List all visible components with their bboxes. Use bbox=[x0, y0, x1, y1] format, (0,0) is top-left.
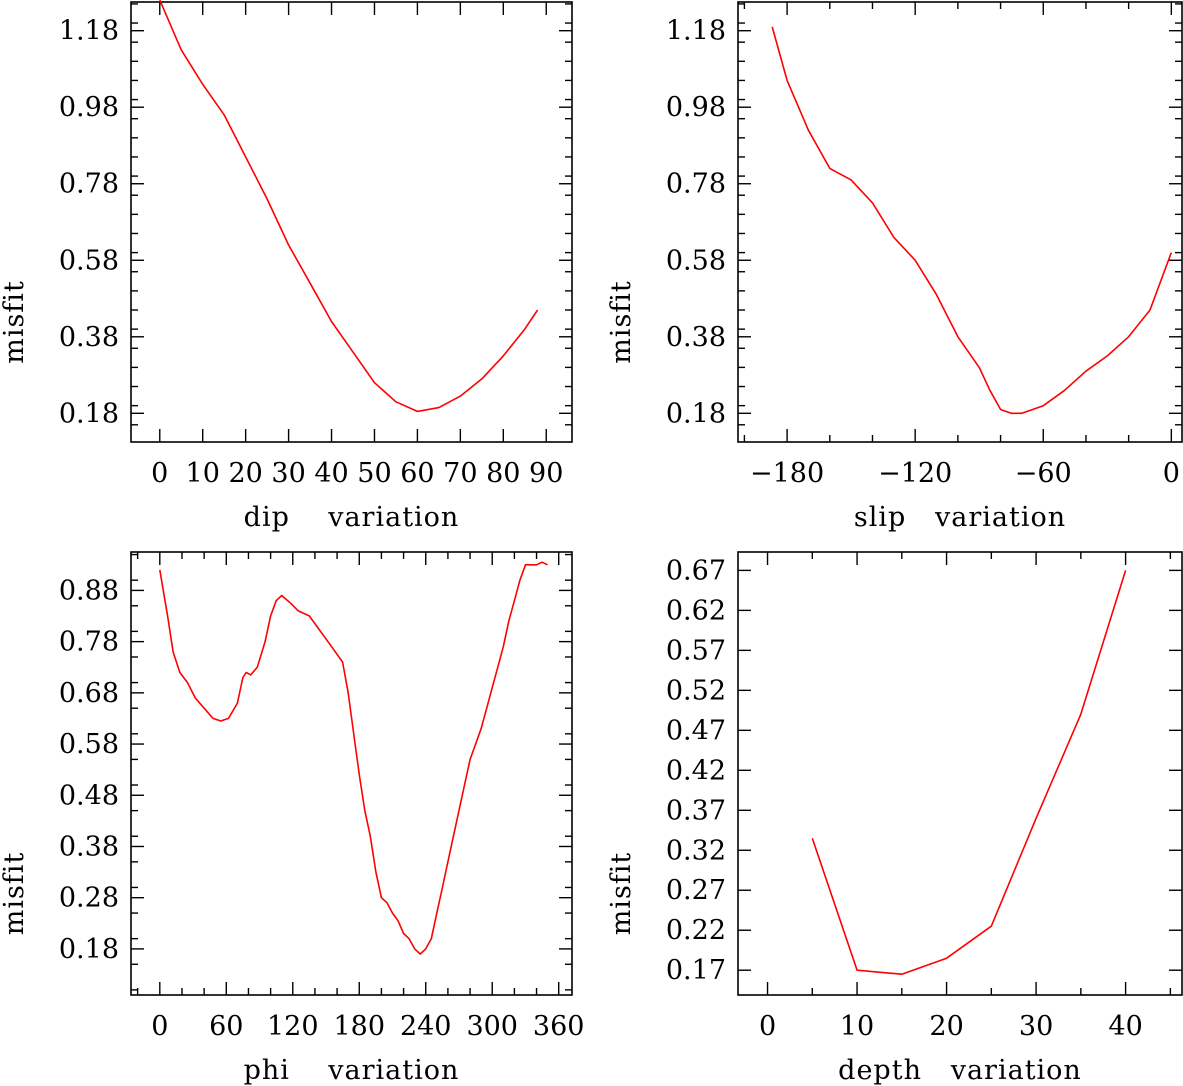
x-axis-label: depth variation bbox=[838, 1055, 1082, 1086]
y-tick-label: 0.17 bbox=[666, 955, 726, 986]
x-axis-label: dip variation bbox=[244, 502, 460, 533]
y-tick-label: 0.48 bbox=[59, 780, 119, 811]
y-tick-label: 0.38 bbox=[59, 831, 119, 862]
panel-phi-variation: 0.18 0.28 0.38 0.48 0.58 0.68 0.78 0.88 0 60 120 18… bbox=[0, 551, 585, 1086]
y-tick-label: 0.58 bbox=[666, 245, 726, 276]
y-axis-label: misfit bbox=[0, 280, 30, 364]
panel-depth-variation: 0.17 0.22 0.27 0.32 0.37 0.42 0.47 0.52 0.57 0.62… bbox=[606, 551, 1183, 1086]
x-tick-label: 300 bbox=[466, 1011, 518, 1042]
plot-frame bbox=[737, 551, 1183, 996]
y-tick-label: 0.57 bbox=[666, 635, 726, 666]
y-tick-label: 0.78 bbox=[59, 169, 119, 200]
x-tick-label: 120 bbox=[267, 1011, 319, 1042]
x-tick-label: 10 bbox=[840, 1011, 874, 1042]
y-tick-label: 0.28 bbox=[59, 883, 119, 914]
x-tick-label: 60 bbox=[209, 1011, 243, 1042]
y-tick-label: 0.38 bbox=[59, 322, 119, 353]
x-tick-label: −60 bbox=[1015, 458, 1072, 489]
y-tick-label: 0.47 bbox=[666, 715, 726, 746]
x-tick-label: 0 bbox=[759, 1011, 776, 1042]
panel-slip-variation: 0.18 0.38 0.58 0.78 0.98 1.18 −180 −120 −60 0 slip… bbox=[606, 1, 1183, 533]
x-tick-label: 0 bbox=[151, 1011, 168, 1042]
y-tick-label: 0.98 bbox=[59, 92, 119, 123]
x-tick-label: 0 bbox=[1163, 458, 1180, 489]
plot-frame bbox=[130, 1, 573, 443]
misfit-curve bbox=[771, 26, 1173, 415]
x-tick-label: 10 bbox=[186, 458, 220, 489]
x-tick-label: 40 bbox=[314, 458, 348, 489]
plot-frame bbox=[737, 1, 1183, 443]
y-tick-label: 0.52 bbox=[666, 675, 726, 706]
x-tick-label: 30 bbox=[1019, 1011, 1053, 1042]
y-tick-label: 0.98 bbox=[666, 92, 726, 123]
x-tick-label: 180 bbox=[333, 1011, 385, 1042]
y-tick-label: 1.18 bbox=[59, 16, 119, 47]
x-tick-label: 70 bbox=[443, 458, 477, 489]
y-axis-label: misfit bbox=[0, 852, 30, 936]
x-tick-label: 40 bbox=[1108, 1011, 1142, 1042]
y-tick-label: 0.18 bbox=[59, 398, 119, 429]
y-tick-label: 0.68 bbox=[59, 678, 119, 709]
x-tick-label: 240 bbox=[400, 1011, 452, 1042]
x-tick-label: 0 bbox=[151, 458, 168, 489]
y-tick-label: 1.18 bbox=[666, 16, 726, 47]
x-tick-label: 20 bbox=[929, 1011, 963, 1042]
x-axis-label: phi variation bbox=[244, 1055, 460, 1086]
y-tick-label: 0.88 bbox=[59, 575, 119, 606]
x-tick-label: −180 bbox=[750, 458, 824, 489]
y-tick-label: 0.38 bbox=[666, 322, 726, 353]
y-tick-label: 0.58 bbox=[59, 729, 119, 760]
x-tick-label: 20 bbox=[228, 458, 262, 489]
plot-frame bbox=[130, 551, 573, 996]
x-tick-label: −120 bbox=[878, 458, 952, 489]
y-tick-label: 0.22 bbox=[666, 915, 726, 946]
x-tick-label: 30 bbox=[271, 458, 305, 489]
x-tick-label: 80 bbox=[486, 458, 520, 489]
misfit-curve bbox=[159, 0, 539, 413]
y-tick-label: 0.32 bbox=[666, 835, 726, 866]
y-tick-label: 0.78 bbox=[59, 627, 119, 658]
y-tick-label: 0.27 bbox=[666, 875, 726, 906]
y-axis-label: misfit bbox=[606, 280, 637, 364]
y-axis-label: misfit bbox=[606, 852, 637, 936]
x-axis-label: slip variation bbox=[854, 502, 1066, 533]
y-tick-label: 0.67 bbox=[666, 555, 726, 586]
y-tick-label: 0.78 bbox=[666, 169, 726, 200]
y-tick-label: 0.42 bbox=[666, 755, 726, 786]
y-tick-label: 0.58 bbox=[59, 245, 119, 276]
x-tick-label: 90 bbox=[529, 458, 563, 489]
y-tick-label: 0.37 bbox=[666, 795, 726, 826]
y-tick-label: 0.18 bbox=[59, 934, 119, 965]
y-tick-label: 0.62 bbox=[666, 595, 726, 626]
x-tick-label: 60 bbox=[400, 458, 434, 489]
misfit-curve bbox=[159, 561, 548, 955]
panel-dip-variation: 0.18 0.38 0.58 0.78 0.98 1.18 0 10 20 30 40 50 60 70 8… bbox=[0, 0, 573, 533]
misfit-curve bbox=[811, 570, 1127, 976]
x-tick-label: 360 bbox=[533, 1011, 585, 1042]
y-tick-label: 0.18 bbox=[666, 398, 726, 429]
x-tick-label: 50 bbox=[357, 458, 391, 489]
